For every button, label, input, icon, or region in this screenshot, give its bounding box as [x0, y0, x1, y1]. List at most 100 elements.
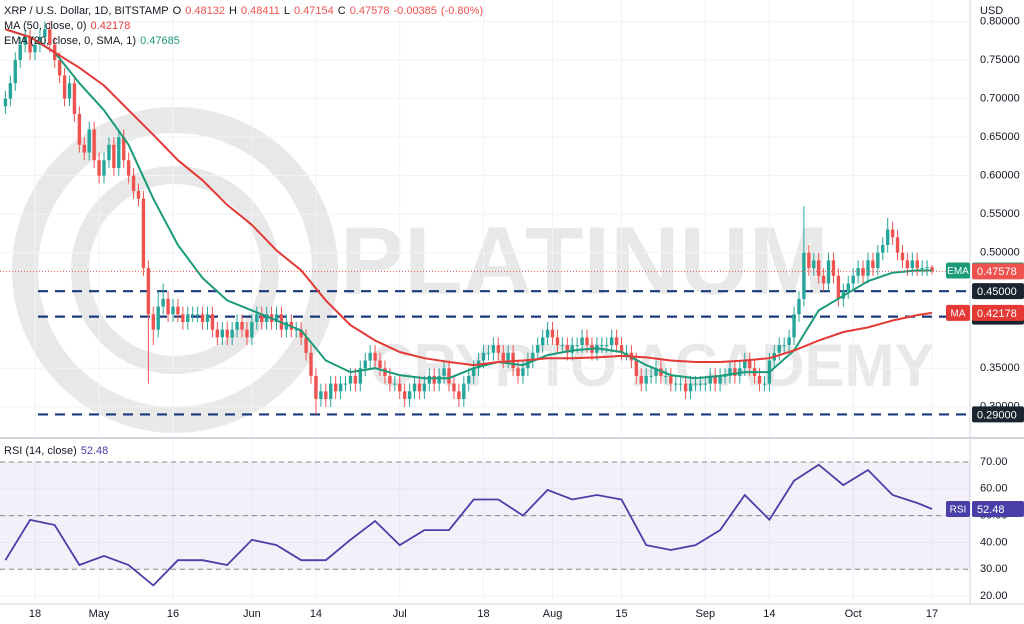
- candle-body: [757, 375, 762, 384]
- candle-body: [895, 237, 900, 253]
- x-tick-label: 17: [926, 608, 938, 620]
- candle-body: [260, 314, 264, 322]
- legend-value: 0.42178: [91, 20, 131, 32]
- candle-body: [792, 314, 796, 338]
- candle-body: [43, 29, 47, 37]
- candle-body: [181, 314, 185, 322]
- candle-body: [457, 391, 461, 400]
- candle-body: [107, 144, 111, 161]
- y-tick-label: 40.00: [980, 536, 1008, 548]
- y-tick-label: 30.00: [980, 563, 1008, 575]
- y-tick-label: 0.80000: [980, 15, 1020, 27]
- candle-body: [703, 383, 708, 385]
- tag-name-box: [946, 500, 970, 517]
- candle-body: [38, 36, 42, 45]
- candle-body: [851, 275, 855, 284]
- candle-body: [516, 368, 520, 376]
- candle-body: [521, 368, 525, 376]
- candle-body: [358, 368, 362, 384]
- candle-body: [417, 383, 422, 392]
- candle-body: [802, 252, 806, 299]
- price-tag: [972, 406, 1024, 423]
- candle-body: [871, 260, 875, 269]
- legend-name: RSI (14, close): [4, 445, 77, 457]
- candle-body: [624, 352, 629, 354]
- candle-body: [491, 345, 496, 353]
- candle-body: [649, 375, 653, 377]
- price-tag-label: 0.29000: [977, 409, 1017, 421]
- tag-name: RSI: [950, 505, 967, 516]
- candle-body: [452, 383, 456, 392]
- candle-body: [920, 268, 924, 270]
- candle-body: [353, 375, 358, 384]
- candle-body: [13, 60, 17, 84]
- candle-body: [146, 268, 151, 315]
- candle-body: [255, 314, 259, 322]
- y-tick-label: 0.60000: [980, 170, 1020, 182]
- candle-body: [235, 321, 239, 330]
- y-tick-label: 70.00: [980, 456, 1008, 468]
- candle-body: [264, 314, 269, 322]
- candle-body: [97, 160, 101, 176]
- candle-body: [639, 375, 643, 384]
- candle-body: [294, 329, 298, 331]
- y-tick-label: 0.35000: [980, 362, 1020, 374]
- candle-body: [486, 352, 491, 354]
- candle-body: [540, 337, 545, 346]
- candle-body: [619, 345, 624, 353]
- x-tick-label: Aug: [543, 608, 563, 620]
- candle-body: [274, 314, 279, 322]
- candle-body: [62, 75, 67, 99]
- candle-body: [324, 391, 328, 400]
- candle-body: [743, 360, 747, 369]
- candle-body: [550, 329, 555, 338]
- candle-body: [92, 129, 96, 161]
- candle-body: [713, 375, 717, 384]
- candle-body: [442, 368, 446, 376]
- candle-body: [191, 314, 195, 316]
- y-tick-label: 0.50000: [980, 247, 1020, 259]
- candle-body: [166, 298, 170, 315]
- x-tick-label: Jun: [243, 608, 261, 620]
- candle-body: [333, 383, 338, 392]
- candle-body: [565, 345, 570, 353]
- price-tag: [972, 263, 1024, 280]
- candle-body: [462, 383, 466, 400]
- candle-body: [644, 375, 648, 384]
- legend-ohlc-value: 0.47154: [294, 5, 334, 17]
- candle-body: [309, 352, 313, 376]
- candle-body: [284, 321, 289, 330]
- candle-body: [363, 360, 367, 369]
- candle-body: [501, 352, 505, 361]
- candle-body: [195, 314, 200, 316]
- rsi-band: [0, 461, 970, 570]
- candle-body: [151, 314, 155, 330]
- candle-body: [708, 375, 712, 384]
- candle-body: [230, 329, 234, 338]
- axis-unit: USD: [980, 5, 1003, 17]
- candle-body: [856, 268, 860, 276]
- watermark-ring: [71, 166, 279, 374]
- candle-body: [723, 375, 727, 377]
- candle-body: [161, 298, 165, 307]
- watermark-text: PLATINUM: [340, 207, 829, 314]
- candle-body: [797, 298, 801, 315]
- legend-ohlc-value: 0.48132: [185, 5, 225, 17]
- candle-body: [393, 383, 397, 385]
- candle-body: [72, 83, 77, 115]
- candle-body: [910, 260, 915, 269]
- y-tick-label: 60.00: [980, 483, 1008, 495]
- candle-body: [18, 44, 22, 61]
- legend-ohlc-label: H: [229, 5, 237, 17]
- candle-body: [609, 337, 614, 346]
- candle-body: [812, 260, 816, 269]
- candle-body: [314, 375, 318, 400]
- candle-body: [407, 391, 412, 400]
- candle-body: [156, 306, 160, 330]
- candle-body: [536, 345, 540, 353]
- candle-body: [782, 345, 786, 347]
- candle-body: [136, 191, 141, 199]
- x-tick-label: 16: [167, 608, 179, 620]
- legend-ohlc-label: O: [173, 5, 182, 17]
- candle-body: [831, 260, 836, 276]
